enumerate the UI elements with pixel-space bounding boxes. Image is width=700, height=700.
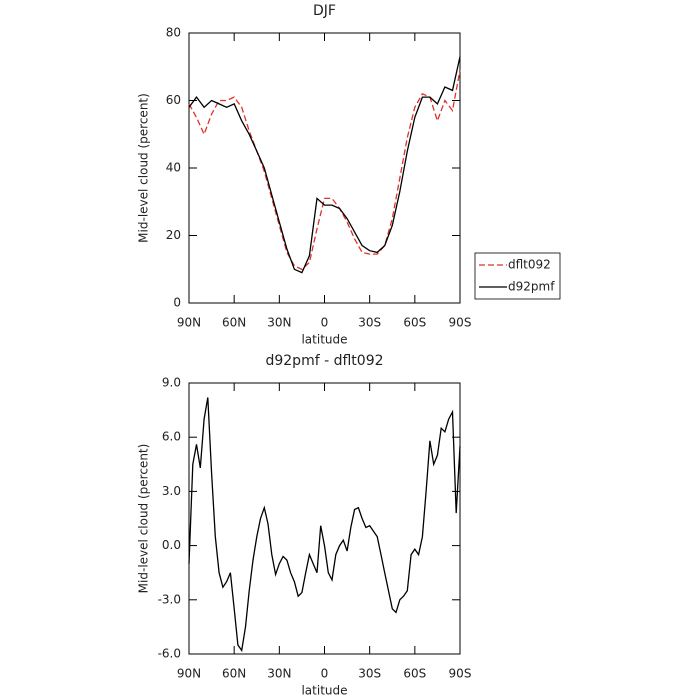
x-axis-label: latitude	[301, 333, 347, 347]
chart-title: DJF	[313, 3, 336, 19]
y-tick-label: 9.0	[162, 376, 181, 390]
x-tick-label: 60S	[403, 667, 426, 681]
legend-label: d92pmf	[508, 280, 555, 294]
x-axis-label: latitude	[301, 684, 347, 698]
x-tick-label: 0	[321, 667, 329, 681]
y-tick-label: 6.0	[162, 430, 181, 444]
x-tick-label: 90S	[449, 667, 472, 681]
y-tick-label: 20	[166, 228, 181, 242]
x-tick-label: 30N	[267, 667, 291, 681]
y-tick-label: 60	[166, 93, 181, 107]
y-tick-label: -3.0	[158, 592, 181, 606]
x-tick-label: 60N	[222, 667, 246, 681]
x-tick-label: 90N	[177, 316, 201, 330]
x-tick-label: 30N	[267, 316, 291, 330]
legend-label: dflt092	[508, 258, 551, 272]
plot-frame	[188, 32, 461, 304]
y-tick-label: 80	[166, 26, 181, 40]
plot-frame	[188, 382, 461, 655]
x-tick-label: 0	[321, 316, 329, 330]
data-line	[188, 397, 461, 653]
x-tick-label: 60S	[403, 316, 426, 330]
y-axis-label: Mid-level cloud (percent)	[137, 444, 151, 594]
data-line	[188, 69, 461, 271]
y-tick-label: 3.0	[162, 484, 181, 498]
y-axis-label: Mid-level cloud (percent)	[137, 93, 151, 243]
legend-box	[474, 252, 561, 300]
data-line	[188, 56, 461, 274]
x-tick-label: 60N	[222, 316, 246, 330]
y-tick-label: -6.0	[158, 647, 181, 661]
y-tick-label: 40	[166, 161, 181, 175]
chart-title: d92pmf - dflt092	[265, 353, 383, 369]
x-tick-label: 90N	[177, 667, 201, 681]
y-tick-label: 0.0	[162, 538, 181, 552]
x-tick-label: 30S	[358, 316, 381, 330]
y-tick-label: 0	[173, 296, 181, 310]
x-tick-label: 90S	[449, 316, 472, 330]
x-tick-label: 30S	[358, 667, 381, 681]
